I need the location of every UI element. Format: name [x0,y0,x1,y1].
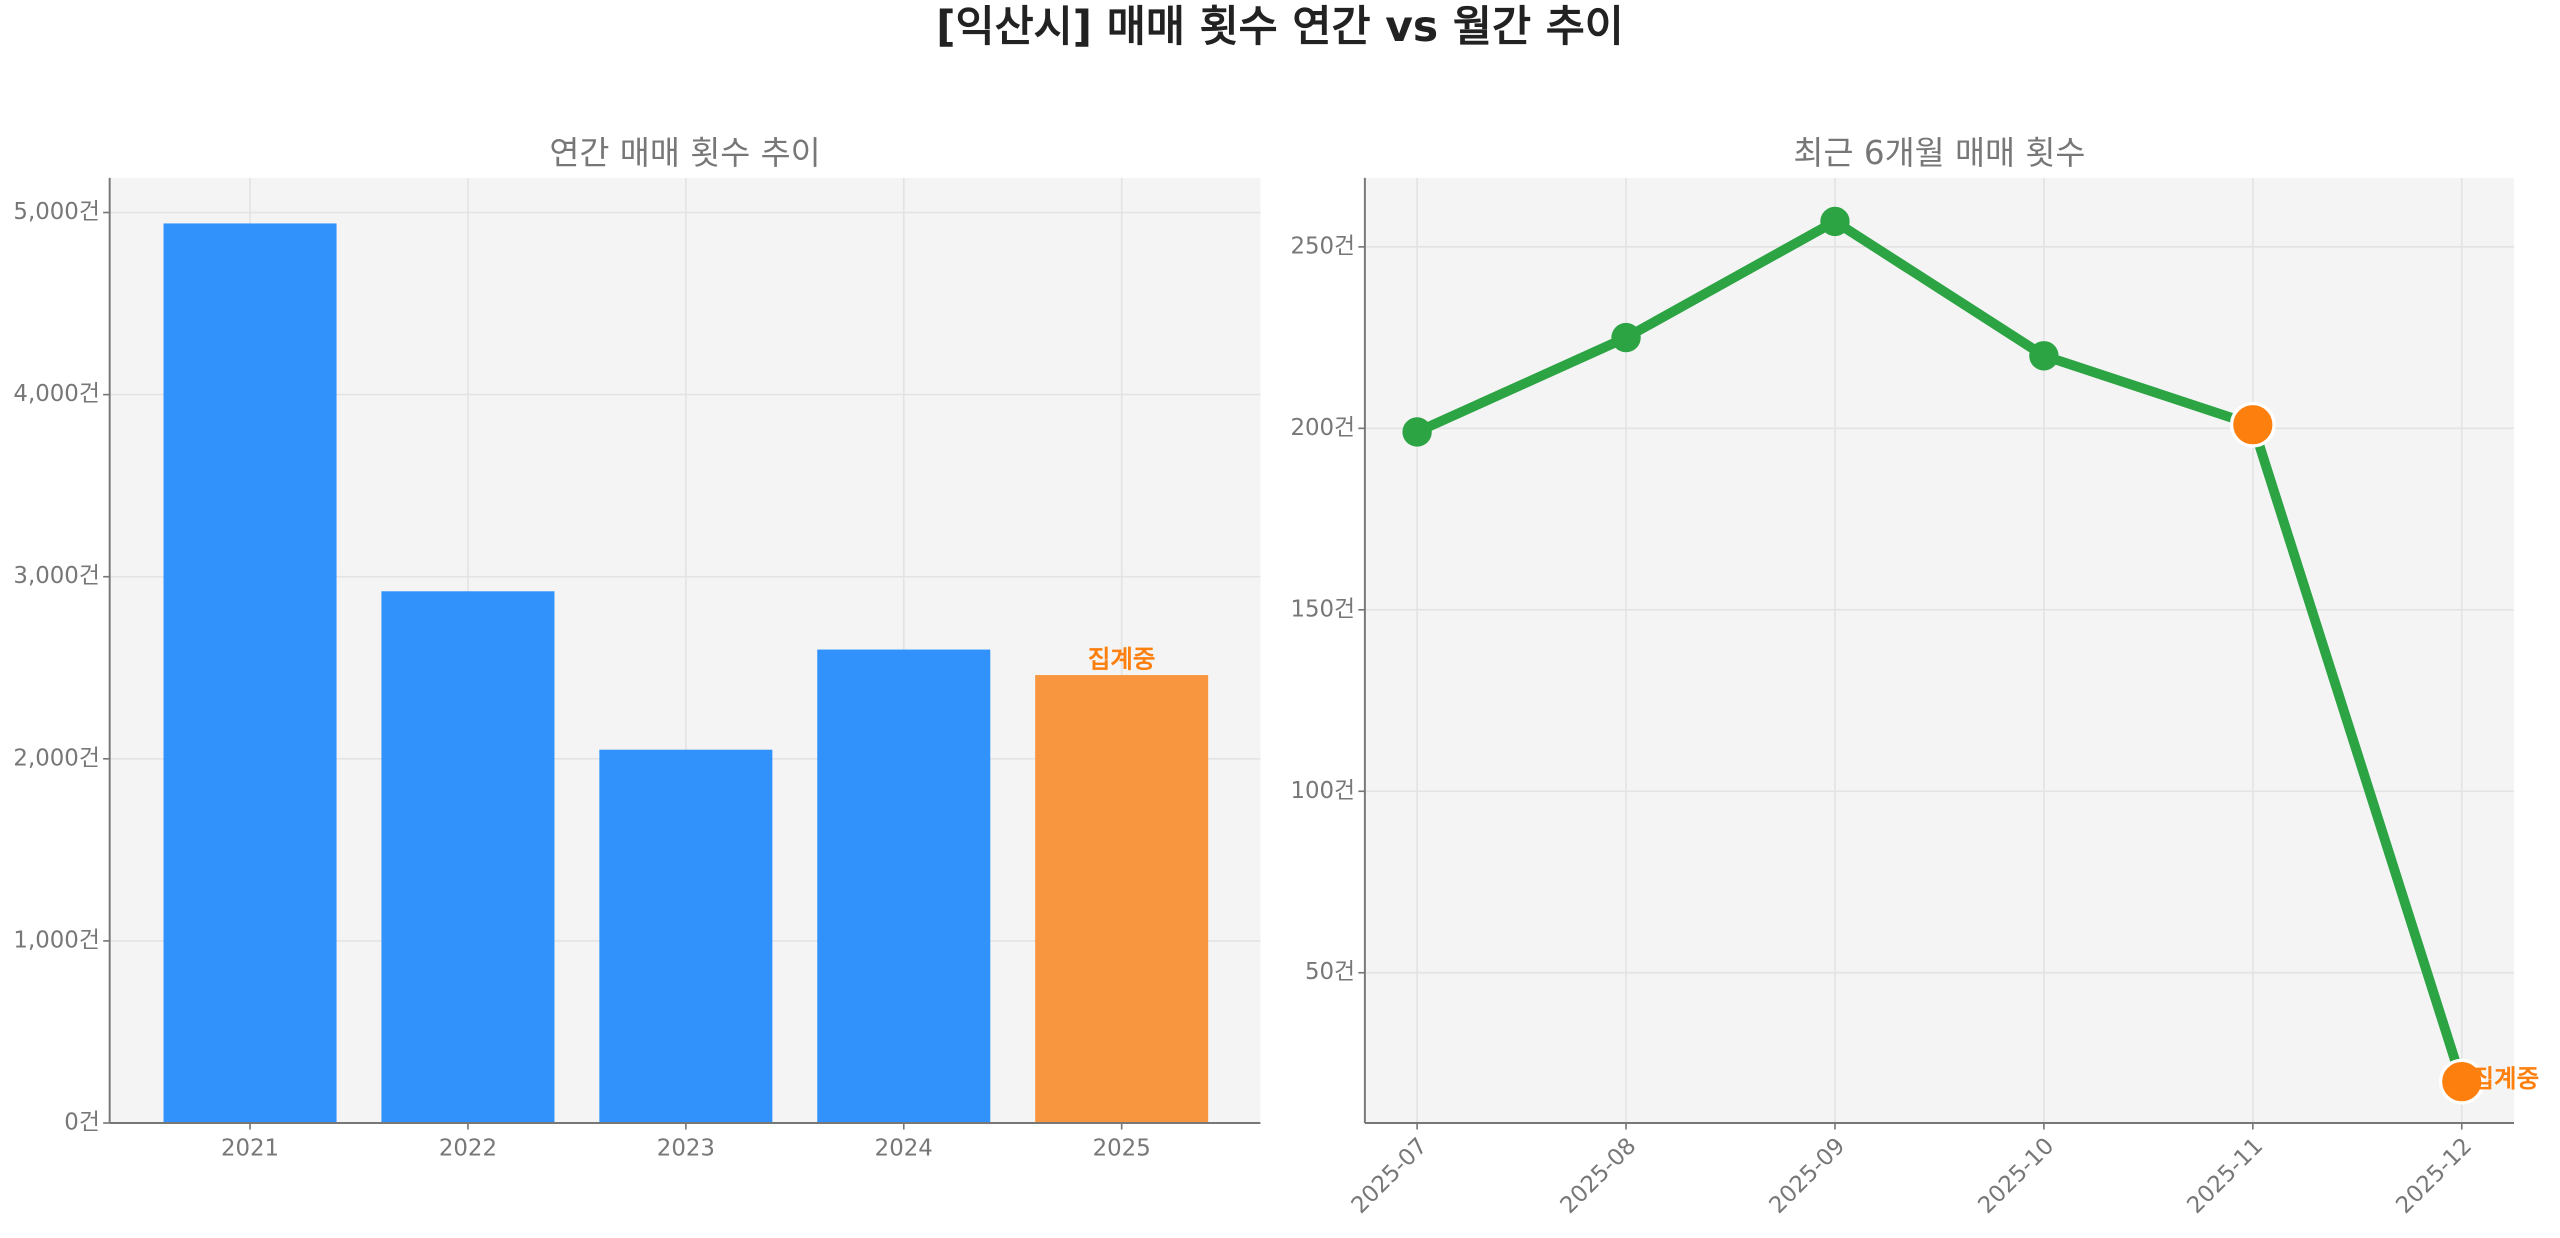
x-tick-label: 2021 [221,1136,279,1162]
bar [163,223,337,1124]
y-tick-label: 5,000건 [13,199,99,225]
chart-title: 연간 매매 횟수 추이 [549,134,820,172]
x-tick-label: 2022 [439,1136,497,1162]
y-tick-label: 0건 [64,1110,100,1136]
annotation: 집계중 [2472,1064,2540,1093]
bar [1035,675,1209,1124]
marker [1820,206,1850,237]
y-tick-label: 200건 [1290,415,1355,441]
marker [2029,341,2059,371]
y-tick-label: 50건 [1305,959,1355,985]
y-tick-label: 2,000건 [13,745,99,771]
plot-area [1364,177,2514,1124]
y-tick-label: 150건 [1290,596,1355,622]
marker [2229,401,2276,448]
suptitle: [익산시] 매매 횟수 연간 vs 월간 추이 [936,3,1624,52]
x-tick-label: 2025-09 [1764,1133,1850,1219]
bar [381,591,555,1124]
marker [2438,1058,2485,1105]
x-tick-label: 2025-11 [2182,1133,2268,1219]
x-tick-label: 2025-12 [2391,1133,2477,1219]
bar [599,749,773,1124]
marker [1611,322,1641,353]
chart-title: 최근 6개월 매매 횟수 [1793,134,2085,172]
y-tick-label: 3,000건 [13,563,99,589]
x-tick-label: 2023 [657,1136,715,1162]
marker [1402,417,1432,447]
y-tick-label: 100건 [1290,778,1355,804]
y-tick-label: 1,000건 [13,927,99,953]
x-tick-label: 2025 [1093,1136,1151,1162]
bar [817,649,991,1124]
x-tick-label: 2025-07 [1347,1133,1433,1219]
annotation: 집계중 [1088,644,1156,673]
y-tick-label: 4,000건 [13,381,99,407]
x-tick-label: 2024 [875,1136,933,1162]
x-tick-label: 2025-08 [1556,1133,1642,1219]
x-tick-label: 2025-10 [1973,1133,2059,1219]
y-tick-label: 250건 [1290,233,1355,259]
line [1415,216,2467,1084]
